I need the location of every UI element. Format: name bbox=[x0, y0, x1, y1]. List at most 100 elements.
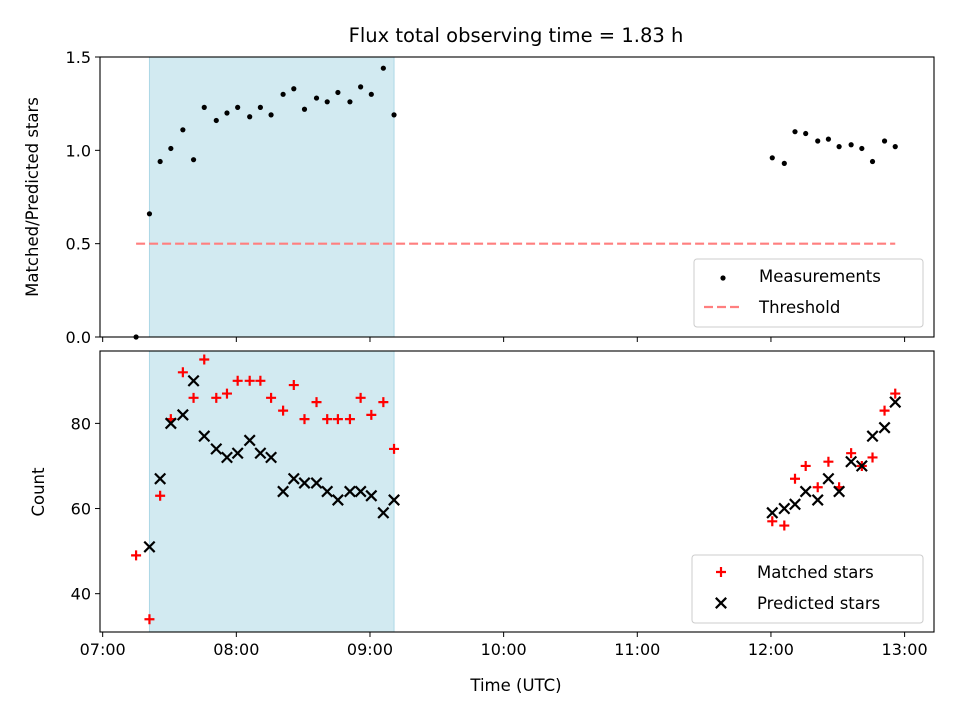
series-matched-stars-point bbox=[155, 490, 166, 501]
series-predicted-stars-point bbox=[388, 494, 401, 506]
series-predicted-stars-point bbox=[789, 498, 801, 511]
series-predicted-stars-point bbox=[377, 506, 390, 519]
y-tick-label: 1.5 bbox=[66, 48, 91, 67]
legend-label: Measurements bbox=[759, 267, 881, 286]
series-measurements-point bbox=[391, 112, 397, 118]
series-measurements-point bbox=[301, 106, 308, 112]
legend: Measurements Threshold bbox=[693, 258, 924, 328]
x-tick-label: 07:00 bbox=[80, 640, 126, 659]
observing-window-span bbox=[148, 56, 395, 338]
series-predicted-stars-point bbox=[164, 417, 177, 430]
series-predicted-stars-point bbox=[321, 485, 334, 498]
series-measurements-point bbox=[268, 112, 274, 118]
series-measurements-point bbox=[803, 130, 809, 137]
series-predicted-stars-point bbox=[210, 442, 223, 455]
series-measurements-point bbox=[869, 158, 876, 165]
series-matched-stars-point bbox=[131, 550, 142, 561]
series-predicted-stars-point bbox=[778, 502, 791, 515]
series-predicted-stars-point bbox=[198, 430, 211, 443]
series-measurements-point bbox=[358, 84, 364, 90]
series-matched-stars-point bbox=[846, 448, 857, 459]
series-matched-stars-point bbox=[144, 614, 155, 625]
series-matched-stars-point bbox=[322, 414, 333, 425]
series-predicted-stars-point bbox=[833, 485, 846, 498]
legend-measurements-swatch bbox=[720, 275, 726, 281]
top-y-axis-label: Matched/Predicted stars bbox=[23, 97, 42, 297]
legend-plus-swatch bbox=[716, 567, 726, 577]
series-measurements-point bbox=[291, 86, 297, 92]
series-predicted-stars-point bbox=[799, 485, 812, 498]
series-matched-stars-point bbox=[378, 397, 389, 408]
series-measurements-point bbox=[190, 157, 197, 163]
series-measurements-point bbox=[781, 160, 787, 166]
series-predicted-stars-point bbox=[243, 434, 256, 447]
series-predicted-stars-point bbox=[143, 540, 156, 553]
series-matched-stars-point bbox=[366, 409, 377, 420]
y-tick-label: 80 bbox=[71, 414, 91, 433]
series-measurements-point bbox=[324, 99, 330, 105]
legend-label: Matched stars bbox=[757, 563, 874, 582]
series-predicted-stars-point bbox=[889, 396, 902, 409]
series-matched-stars-point bbox=[890, 388, 901, 399]
y-tick-label: 0.0 bbox=[66, 328, 91, 347]
series-predicted-stars-point bbox=[287, 472, 300, 485]
series-predicted-stars-point bbox=[365, 489, 378, 502]
series-measurements-point bbox=[815, 138, 821, 144]
series-measurements-point bbox=[380, 65, 386, 71]
series-measurements-point bbox=[224, 110, 230, 116]
bottom-panel: 07:00 08:00 09:00 10:00 11:00 12:00 13:00 40 60 8… bbox=[71, 350, 935, 659]
series-predicted-stars-point bbox=[265, 451, 278, 464]
legend-label: Predicted stars bbox=[757, 594, 880, 613]
x-axis-label: Time (UTC) bbox=[469, 676, 561, 695]
series-measurements-point bbox=[769, 155, 775, 161]
series-predicted-stars-point bbox=[154, 472, 167, 485]
series-measurements-point bbox=[168, 145, 174, 152]
series-measurements-point bbox=[825, 136, 832, 142]
series-matched-stars-point bbox=[800, 460, 811, 471]
x-tick-label: 12:00 bbox=[748, 640, 794, 659]
series-matched-stars-point bbox=[288, 380, 299, 391]
series-matched-stars-point bbox=[199, 354, 210, 365]
series-matched-stars-point bbox=[278, 405, 289, 416]
axes-frame bbox=[99, 56, 935, 338]
series-measurements-point bbox=[347, 99, 353, 105]
series-matched-stars-point bbox=[790, 473, 800, 484]
series-measurements-point bbox=[146, 211, 153, 217]
series-predicted-stars-point bbox=[878, 421, 891, 434]
y-tick-label: 1.0 bbox=[66, 141, 91, 160]
series-matched-stars-point bbox=[221, 388, 232, 399]
legend-box bbox=[693, 258, 924, 328]
series-measurements-point bbox=[257, 104, 263, 110]
series-predicted-stars-point bbox=[343, 485, 356, 498]
series-matched-stars-point bbox=[266, 392, 277, 403]
series-predicted-stars-point bbox=[354, 485, 367, 498]
x-tick-label: 11:00 bbox=[614, 640, 660, 659]
series-measurements-point bbox=[881, 138, 888, 144]
x-tick-label: 13:00 bbox=[882, 640, 928, 659]
series-matched-stars-point bbox=[812, 482, 823, 493]
series-measurements-point bbox=[280, 91, 286, 97]
series-measurements-point bbox=[368, 91, 374, 97]
series-measurements-point bbox=[180, 127, 186, 133]
series-predicted-stars-point bbox=[220, 451, 233, 464]
y-tick-label: 60 bbox=[71, 500, 91, 519]
series-measurements-point bbox=[792, 129, 798, 135]
series-measurements-point bbox=[848, 142, 854, 148]
legend-label: Threshold bbox=[758, 298, 840, 317]
series-predicted-stars-point bbox=[811, 494, 824, 506]
series-predicted-stars-point bbox=[866, 430, 879, 443]
series-predicted-stars-point bbox=[176, 408, 189, 421]
series-predicted-stars-point bbox=[254, 447, 267, 460]
series-matched-stars-point bbox=[255, 375, 266, 386]
series-measurements-point bbox=[836, 144, 842, 150]
series-predicted-stars-point bbox=[822, 472, 835, 485]
series-matched-stars-point bbox=[779, 520, 790, 531]
series-matched-stars-point bbox=[823, 456, 834, 467]
legend: Matched stars Predicted stars bbox=[691, 554, 924, 624]
axes-frame bbox=[99, 350, 935, 633]
series-matched-stars-point bbox=[332, 414, 343, 425]
series-matched-stars-point bbox=[211, 392, 222, 403]
y-tick-label: 0.5 bbox=[66, 235, 91, 254]
series-matched-stars-point bbox=[177, 367, 188, 378]
series-predicted-stars-point bbox=[331, 494, 344, 506]
